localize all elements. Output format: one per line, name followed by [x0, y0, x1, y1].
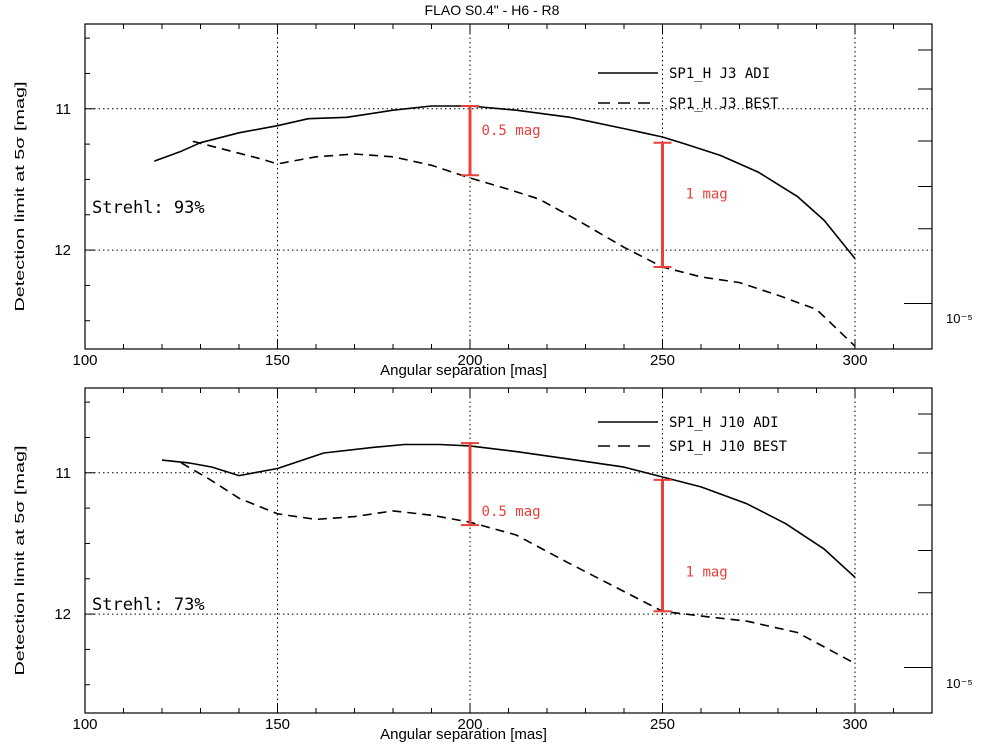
legend-label-2: SP1_H J3 BEST [669, 96, 779, 112]
strehl-label: Strehl: 93% [92, 198, 205, 218]
y-axis-label: Detection limit at 5σ [mag] [12, 82, 27, 312]
figure-title: FLAO S0.4" - H6 - R8 [425, 2, 560, 18]
x-tick-label: 300 [842, 352, 867, 369]
chart-panel-2: 100 150 200 250 300 11 12 10⁻⁵ Angular separatio… [12, 387, 973, 743]
chart-panel-1: 100 150 200 250 300 11 12 10⁻⁵ Angular separatio… [12, 23, 973, 379]
y-tick-label: 12 [54, 606, 71, 623]
y-tick-label: 12 [54, 242, 71, 259]
x-tick-label: 200 [457, 352, 482, 369]
x-axis-label: Angular separation [mas] [380, 726, 547, 743]
y-tick-label: 11 [55, 101, 71, 118]
plot-frame [84, 23, 933, 350]
y-tick-label: 11 [55, 465, 71, 482]
y-axis-label: Detection limit at 5σ [mag] [12, 446, 27, 676]
x-tick-label: 100 [72, 716, 97, 733]
right-axis-label: 10⁻⁵ [946, 311, 973, 326]
x-axis-label: Angular separation [mas] [380, 362, 547, 379]
annotation-label-1: 0.5 mag [482, 123, 541, 139]
series-line-1 [154, 105, 856, 260]
plot-frame [84, 387, 933, 714]
legend-label-1: SP1_H J10 ADI [669, 415, 779, 431]
right-axis-label: 10⁻⁵ [946, 676, 973, 691]
annotation-label-2: 1 mag [686, 565, 728, 581]
x-tick-label: 100 [72, 352, 97, 369]
strehl-label: Strehl: 73% [92, 595, 205, 615]
legend-label-1: SP1_H J3 ADI [669, 66, 770, 82]
x-tick-label: 250 [650, 716, 675, 733]
annotation-label-2: 1 mag [686, 187, 728, 203]
series-line-2 [192, 140, 856, 347]
x-tick-label: 200 [457, 716, 482, 733]
annotation-label-1: 0.5 mag [482, 504, 541, 520]
legend-label-2: SP1_H J10 BEST [669, 439, 788, 455]
x-tick-label: 250 [650, 352, 675, 369]
series-line-2 [180, 462, 856, 665]
x-tick-label: 150 [265, 716, 290, 733]
x-tick-label: 150 [265, 352, 290, 369]
x-tick-label: 300 [842, 716, 867, 733]
